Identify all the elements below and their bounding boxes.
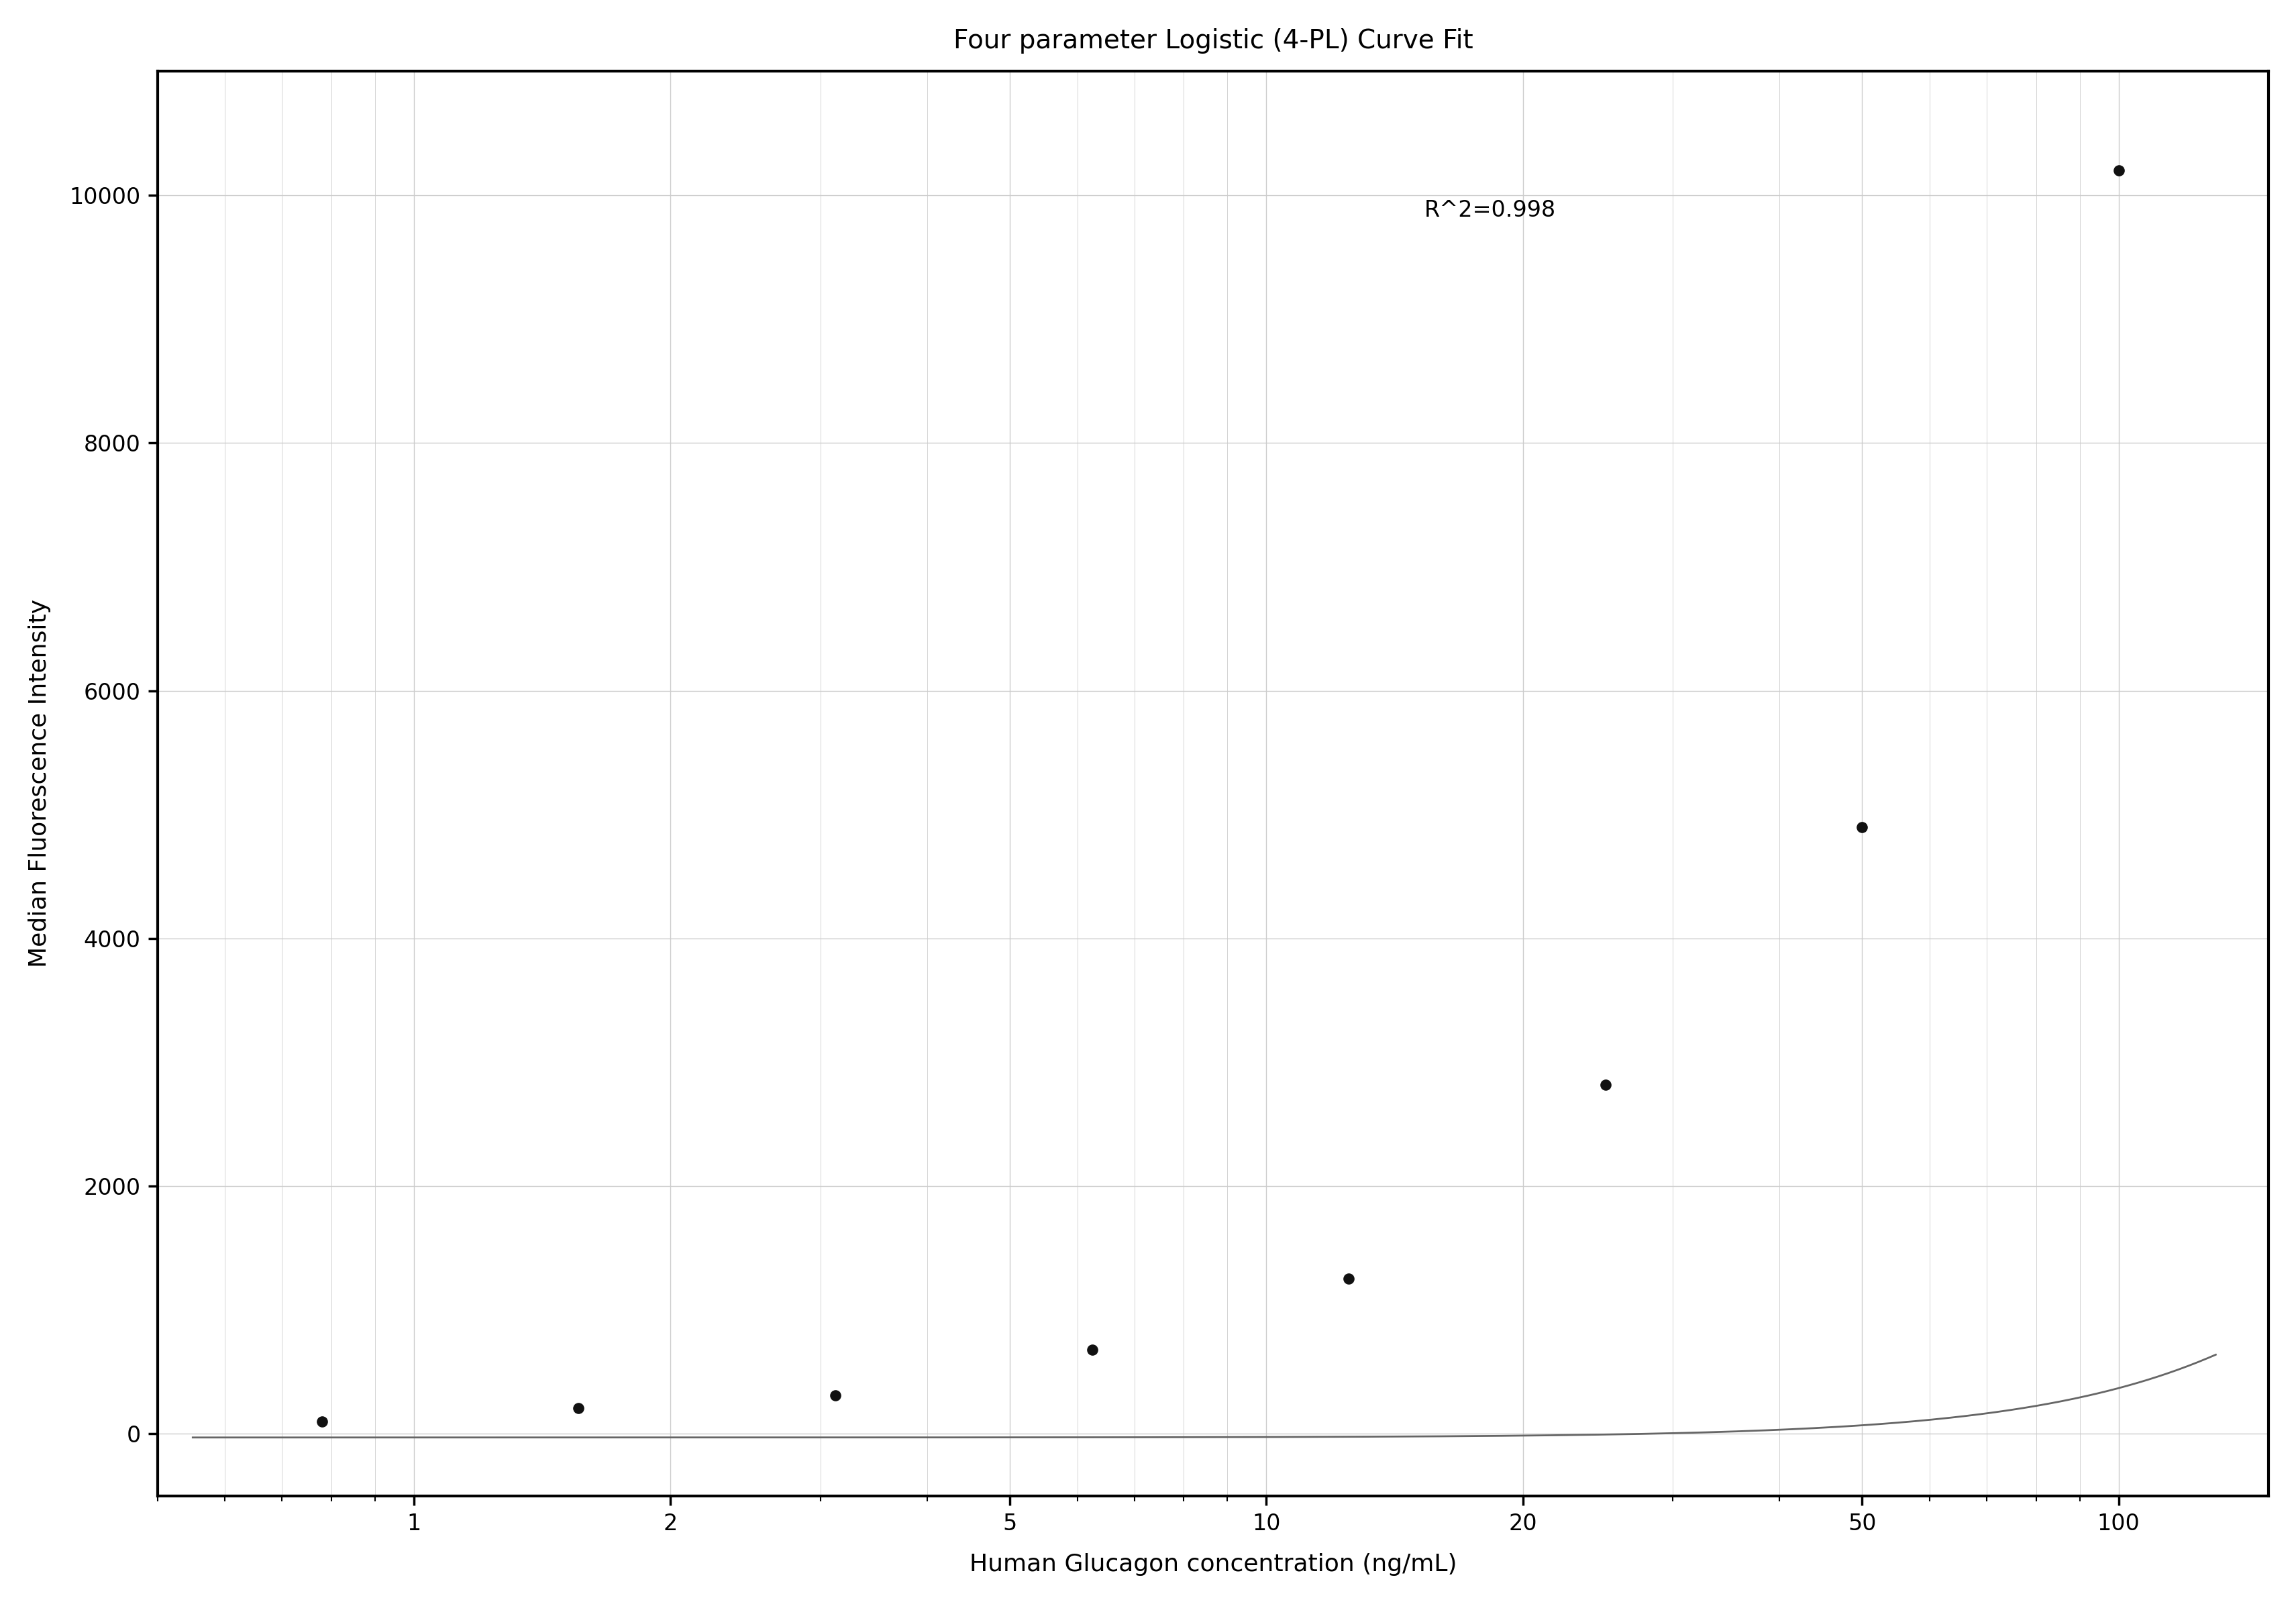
- Point: [560, 1395, 597, 1421]
- Title: Four parameter Logistic (4-PL) Curve Fit: Four parameter Logistic (4-PL) Curve Fit: [953, 27, 1472, 53]
- Point: [1844, 815, 1880, 840]
- Text: R^2=0.998: R^2=0.998: [1424, 199, 1554, 221]
- Point: [1329, 1266, 1366, 1291]
- Point: [1587, 1071, 1623, 1097]
- Y-axis label: Median Fluorescence Intensity: Median Fluorescence Intensity: [28, 600, 51, 967]
- Point: [1075, 1336, 1111, 1362]
- Point: [303, 1408, 340, 1434]
- Point: [2099, 157, 2135, 183]
- X-axis label: Human Glucagon concentration (ng/mL): Human Glucagon concentration (ng/mL): [969, 1553, 1456, 1577]
- Point: [817, 1383, 854, 1408]
